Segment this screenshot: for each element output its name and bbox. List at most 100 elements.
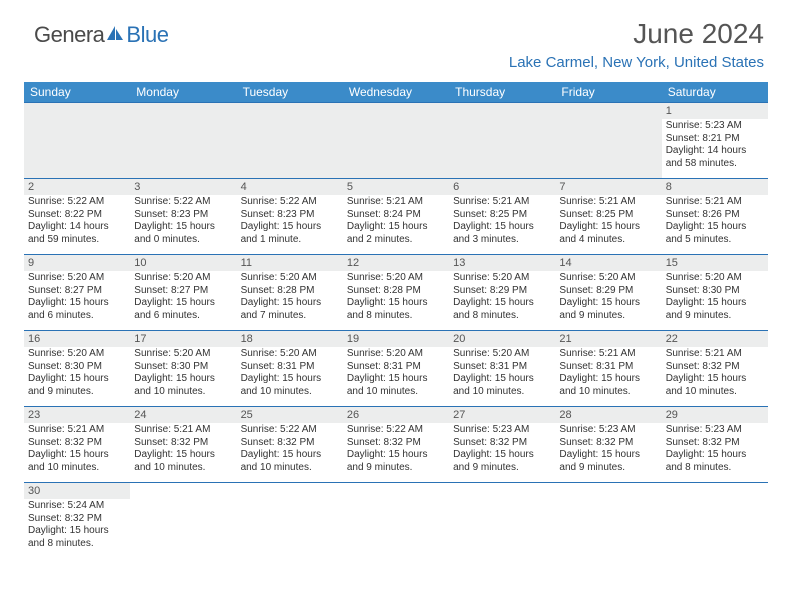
calendar-row: 23Sunrise: 5:21 AMSunset: 8:32 PMDayligh… [24, 407, 768, 483]
day-number: 26 [343, 407, 449, 423]
calendar-cell: 13Sunrise: 5:20 AMSunset: 8:29 PMDayligh… [449, 255, 555, 331]
day-content: Sunrise: 5:20 AMSunset: 8:30 PMDaylight:… [24, 347, 130, 400]
day-header: Thursday [449, 82, 555, 103]
calendar-cell [343, 483, 449, 559]
sunrise-text: Sunrise: 5:22 AM [28, 196, 126, 209]
sunset-text: Sunset: 8:32 PM [559, 437, 657, 450]
day-number: 29 [662, 407, 768, 423]
day-content: Sunrise: 5:21 AMSunset: 8:31 PMDaylight:… [555, 347, 661, 400]
sunrise-text: Sunrise: 5:21 AM [666, 348, 764, 361]
day-content: Sunrise: 5:21 AMSunset: 8:24 PMDaylight:… [343, 195, 449, 248]
calendar-cell [130, 103, 236, 179]
sunset-text: Sunset: 8:25 PM [453, 209, 551, 222]
sunrise-text: Sunrise: 5:21 AM [453, 196, 551, 209]
daylight-text: Daylight: 15 hours and 8 minutes. [347, 297, 445, 322]
day-number: 27 [449, 407, 555, 423]
daylight-text: Daylight: 15 hours and 9 minutes. [347, 449, 445, 474]
sunset-text: Sunset: 8:27 PM [134, 285, 232, 298]
day-header: Sunday [24, 82, 130, 103]
sunrise-text: Sunrise: 5:20 AM [666, 272, 764, 285]
day-number: 7 [555, 179, 661, 195]
daylight-text: Daylight: 14 hours and 58 minutes. [666, 145, 764, 170]
day-content: Sunrise: 5:23 AMSunset: 8:32 PMDaylight:… [662, 423, 768, 476]
calendar-cell: 24Sunrise: 5:21 AMSunset: 8:32 PMDayligh… [130, 407, 236, 483]
daylight-text: Daylight: 15 hours and 1 minute. [241, 221, 339, 246]
day-content: Sunrise: 5:22 AMSunset: 8:23 PMDaylight:… [130, 195, 236, 248]
day-content: Sunrise: 5:22 AMSunset: 8:23 PMDaylight:… [237, 195, 343, 248]
daylight-text: Daylight: 15 hours and 3 minutes. [453, 221, 551, 246]
sunrise-text: Sunrise: 5:23 AM [559, 424, 657, 437]
day-number: 5 [343, 179, 449, 195]
day-number: 21 [555, 331, 661, 347]
calendar-cell: 4Sunrise: 5:22 AMSunset: 8:23 PMDaylight… [237, 179, 343, 255]
sunset-text: Sunset: 8:21 PM [666, 133, 764, 146]
day-content: Sunrise: 5:21 AMSunset: 8:25 PMDaylight:… [449, 195, 555, 248]
sunrise-text: Sunrise: 5:20 AM [28, 272, 126, 285]
calendar-cell: 21Sunrise: 5:21 AMSunset: 8:31 PMDayligh… [555, 331, 661, 407]
calendar-cell [449, 103, 555, 179]
sunrise-text: Sunrise: 5:22 AM [134, 196, 232, 209]
sunrise-text: Sunrise: 5:20 AM [347, 272, 445, 285]
day-number: 13 [449, 255, 555, 271]
day-content: Sunrise: 5:20 AMSunset: 8:29 PMDaylight:… [555, 271, 661, 324]
day-content: Sunrise: 5:22 AMSunset: 8:22 PMDaylight:… [24, 195, 130, 248]
calendar-row: 30Sunrise: 5:24 AMSunset: 8:32 PMDayligh… [24, 483, 768, 559]
daylight-text: Daylight: 15 hours and 10 minutes. [241, 373, 339, 398]
day-header: Saturday [662, 82, 768, 103]
calendar-row: 1Sunrise: 5:23 AMSunset: 8:21 PMDaylight… [24, 103, 768, 179]
day-content: Sunrise: 5:22 AMSunset: 8:32 PMDaylight:… [343, 423, 449, 476]
day-number: 11 [237, 255, 343, 271]
sunrise-text: Sunrise: 5:20 AM [134, 348, 232, 361]
day-content: Sunrise: 5:20 AMSunset: 8:31 PMDaylight:… [343, 347, 449, 400]
calendar-cell: 30Sunrise: 5:24 AMSunset: 8:32 PMDayligh… [24, 483, 130, 559]
sunset-text: Sunset: 8:30 PM [28, 361, 126, 374]
sunset-text: Sunset: 8:32 PM [28, 437, 126, 450]
calendar-cell: 28Sunrise: 5:23 AMSunset: 8:32 PMDayligh… [555, 407, 661, 483]
calendar-cell: 2Sunrise: 5:22 AMSunset: 8:22 PMDaylight… [24, 179, 130, 255]
sunrise-text: Sunrise: 5:22 AM [241, 424, 339, 437]
calendar-cell: 7Sunrise: 5:21 AMSunset: 8:25 PMDaylight… [555, 179, 661, 255]
location-subtitle: Lake Carmel, New York, United States [509, 54, 764, 71]
day-content: Sunrise: 5:22 AMSunset: 8:32 PMDaylight:… [237, 423, 343, 476]
day-content: Sunrise: 5:20 AMSunset: 8:30 PMDaylight:… [662, 271, 768, 324]
day-content: Sunrise: 5:21 AMSunset: 8:25 PMDaylight:… [555, 195, 661, 248]
calendar-row: 2Sunrise: 5:22 AMSunset: 8:22 PMDaylight… [24, 179, 768, 255]
sunset-text: Sunset: 8:32 PM [453, 437, 551, 450]
calendar-cell: 23Sunrise: 5:21 AMSunset: 8:32 PMDayligh… [24, 407, 130, 483]
day-number: 6 [449, 179, 555, 195]
day-content: Sunrise: 5:20 AMSunset: 8:30 PMDaylight:… [130, 347, 236, 400]
day-number: 18 [237, 331, 343, 347]
sunrise-text: Sunrise: 5:22 AM [241, 196, 339, 209]
day-number: 24 [130, 407, 236, 423]
calendar-cell: 25Sunrise: 5:22 AMSunset: 8:32 PMDayligh… [237, 407, 343, 483]
calendar-cell: 15Sunrise: 5:20 AMSunset: 8:30 PMDayligh… [662, 255, 768, 331]
day-number: 22 [662, 331, 768, 347]
calendar-cell [555, 483, 661, 559]
day-number: 1 [662, 103, 768, 119]
day-number: 25 [237, 407, 343, 423]
daylight-text: Daylight: 15 hours and 0 minutes. [134, 221, 232, 246]
sunset-text: Sunset: 8:30 PM [666, 285, 764, 298]
sunset-text: Sunset: 8:24 PM [347, 209, 445, 222]
day-number: 23 [24, 407, 130, 423]
calendar-cell: 19Sunrise: 5:20 AMSunset: 8:31 PMDayligh… [343, 331, 449, 407]
day-content: Sunrise: 5:20 AMSunset: 8:27 PMDaylight:… [24, 271, 130, 324]
calendar-cell [237, 103, 343, 179]
sunrise-text: Sunrise: 5:22 AM [347, 424, 445, 437]
calendar-cell: 5Sunrise: 5:21 AMSunset: 8:24 PMDaylight… [343, 179, 449, 255]
calendar-cell [237, 483, 343, 559]
day-number: 3 [130, 179, 236, 195]
sunset-text: Sunset: 8:31 PM [241, 361, 339, 374]
day-content: Sunrise: 5:23 AMSunset: 8:32 PMDaylight:… [555, 423, 661, 476]
daylight-text: Daylight: 15 hours and 10 minutes. [666, 373, 764, 398]
sunset-text: Sunset: 8:29 PM [559, 285, 657, 298]
sunset-text: Sunset: 8:31 PM [347, 361, 445, 374]
calendar-cell: 20Sunrise: 5:20 AMSunset: 8:31 PMDayligh… [449, 331, 555, 407]
daylight-text: Daylight: 15 hours and 6 minutes. [28, 297, 126, 322]
page-title: June 2024 [633, 18, 764, 50]
sunrise-text: Sunrise: 5:20 AM [134, 272, 232, 285]
daylight-text: Daylight: 15 hours and 9 minutes. [559, 449, 657, 474]
day-content: Sunrise: 5:20 AMSunset: 8:31 PMDaylight:… [449, 347, 555, 400]
sunrise-text: Sunrise: 5:21 AM [134, 424, 232, 437]
daylight-text: Daylight: 15 hours and 4 minutes. [559, 221, 657, 246]
